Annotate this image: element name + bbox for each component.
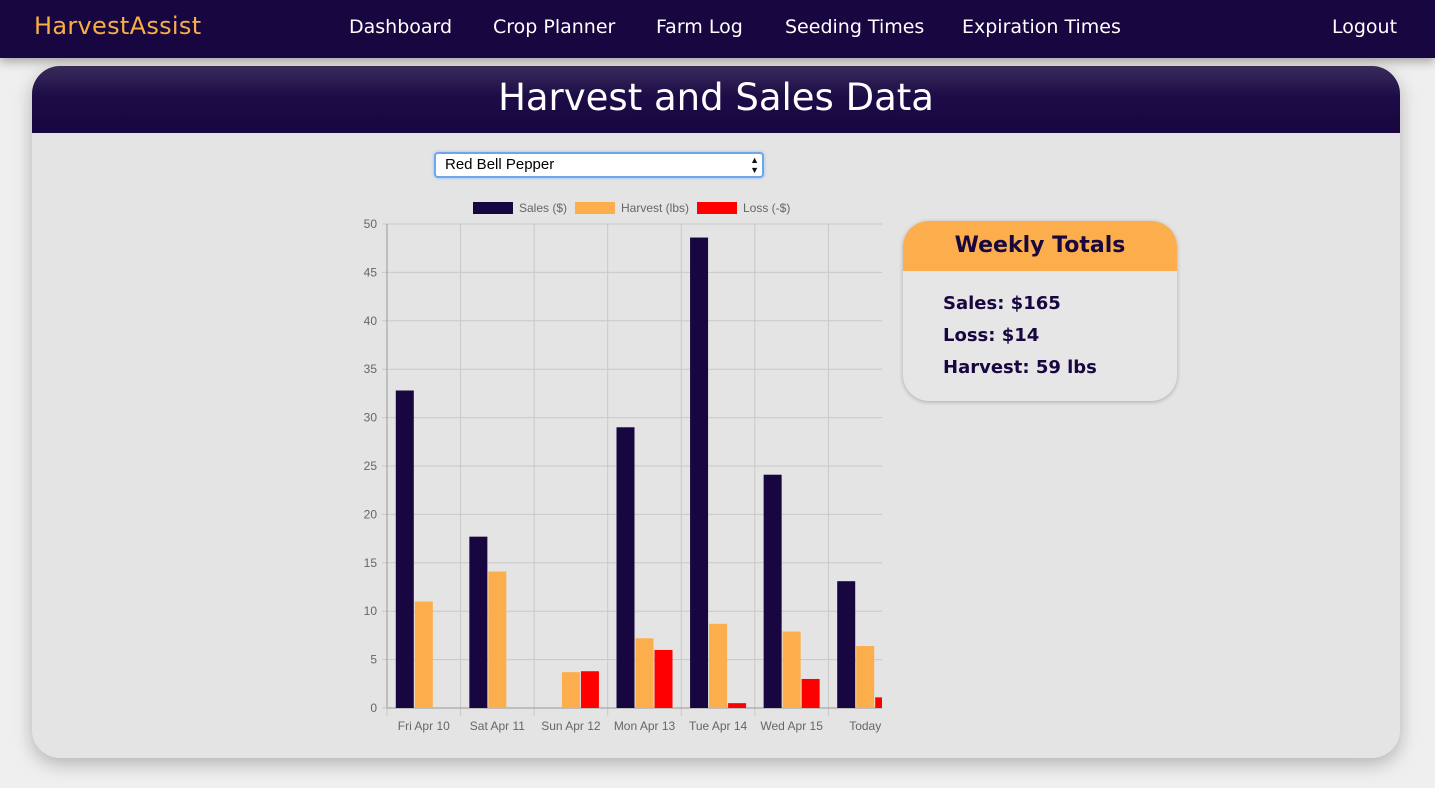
crop-select[interactable]: Red Bell Pepper ▲ ▼	[434, 152, 764, 178]
bar-harvest	[709, 623, 728, 708]
bar-harvest	[488, 571, 507, 708]
nav-crop-planner[interactable]: Crop Planner	[493, 16, 616, 38]
bar-loss	[728, 703, 747, 708]
bar-harvest	[414, 601, 433, 708]
top-navbar: HarvestAssist Dashboard Crop Planner Far…	[0, 0, 1435, 58]
weekly-totals-card: Weekly Totals Sales: $165 Loss: $14 Harv…	[903, 221, 1177, 401]
weekly-totals-header: Weekly Totals	[903, 221, 1177, 271]
bar-harvest	[856, 646, 875, 708]
total-loss: Loss: $14	[943, 325, 1040, 346]
total-sales: Sales: $165	[943, 293, 1061, 314]
bar-harvest	[561, 672, 580, 708]
bar-sales	[469, 536, 488, 708]
nav-dashboard[interactable]: Dashboard	[349, 16, 453, 38]
legend-label: Loss (-$)	[743, 201, 790, 215]
x-tick-label: Fri Apr 10	[398, 719, 450, 733]
panel-header: Harvest and Sales Data	[32, 66, 1400, 133]
y-tick-label: 35	[364, 362, 378, 376]
bar-harvest	[782, 631, 801, 708]
bar-loss	[654, 649, 673, 708]
bar-loss	[875, 697, 882, 708]
x-tick-label: Tue Apr 14	[689, 719, 748, 733]
logout-link[interactable]: Logout	[1332, 16, 1398, 38]
x-tick-label: Wed Apr 15	[760, 719, 823, 733]
y-tick-label: 5	[370, 653, 377, 667]
page-title: Harvest and Sales Data	[498, 76, 934, 119]
x-tick-label: Sun Apr 12	[541, 719, 601, 733]
bar-sales	[690, 237, 709, 708]
nav-expiration-times[interactable]: Expiration Times	[962, 16, 1121, 38]
brand-logo[interactable]: HarvestAssist	[34, 12, 202, 40]
nav-seeding-times[interactable]: Seeding Times	[785, 16, 925, 38]
y-tick-label: 25	[364, 459, 378, 473]
x-tick-label: Today	[849, 719, 881, 733]
bar-sales	[616, 427, 635, 708]
y-tick-label: 0	[370, 701, 377, 715]
total-harvest: Harvest: 59 lbs	[943, 357, 1097, 378]
harvest-sales-panel: Harvest and Sales Data Red Bell Pepper ▲…	[32, 66, 1400, 758]
bar-loss	[801, 678, 820, 708]
weekly-totals-title: Weekly Totals	[954, 233, 1126, 258]
nav-farm-log[interactable]: Farm Log	[656, 16, 743, 38]
harvest-sales-bar-chart: 0 5 10 15 20 25 30 35 40 45 50 Fri Apr 10 Sat Apr 11…	[364, 201, 882, 733]
y-tick-label: 15	[364, 556, 378, 570]
x-tick-label: Mon Apr 13	[614, 719, 676, 733]
crop-select-value: Red Bell Pepper	[445, 156, 555, 173]
legend-swatch	[697, 202, 737, 214]
y-tick-label: 10	[364, 604, 378, 618]
bar-sales	[395, 390, 414, 708]
bar-sales	[763, 474, 782, 708]
select-arrows-icon: ▲ ▼	[750, 155, 759, 175]
y-tick-label: 20	[364, 507, 378, 521]
bar-sales	[837, 581, 856, 708]
x-tick-label: Sat Apr 11	[470, 719, 525, 733]
legend-label: Harvest (lbs)	[621, 201, 689, 215]
y-tick-label: 50	[364, 217, 378, 231]
y-tick-label: 40	[364, 314, 378, 328]
legend-label: Sales ($)	[519, 201, 567, 215]
bar-harvest	[635, 638, 654, 708]
legend-swatch	[473, 202, 513, 214]
legend-swatch	[575, 202, 615, 214]
bar-loss	[580, 671, 599, 708]
y-tick-label: 45	[364, 265, 378, 279]
y-tick-label: 30	[364, 411, 378, 425]
